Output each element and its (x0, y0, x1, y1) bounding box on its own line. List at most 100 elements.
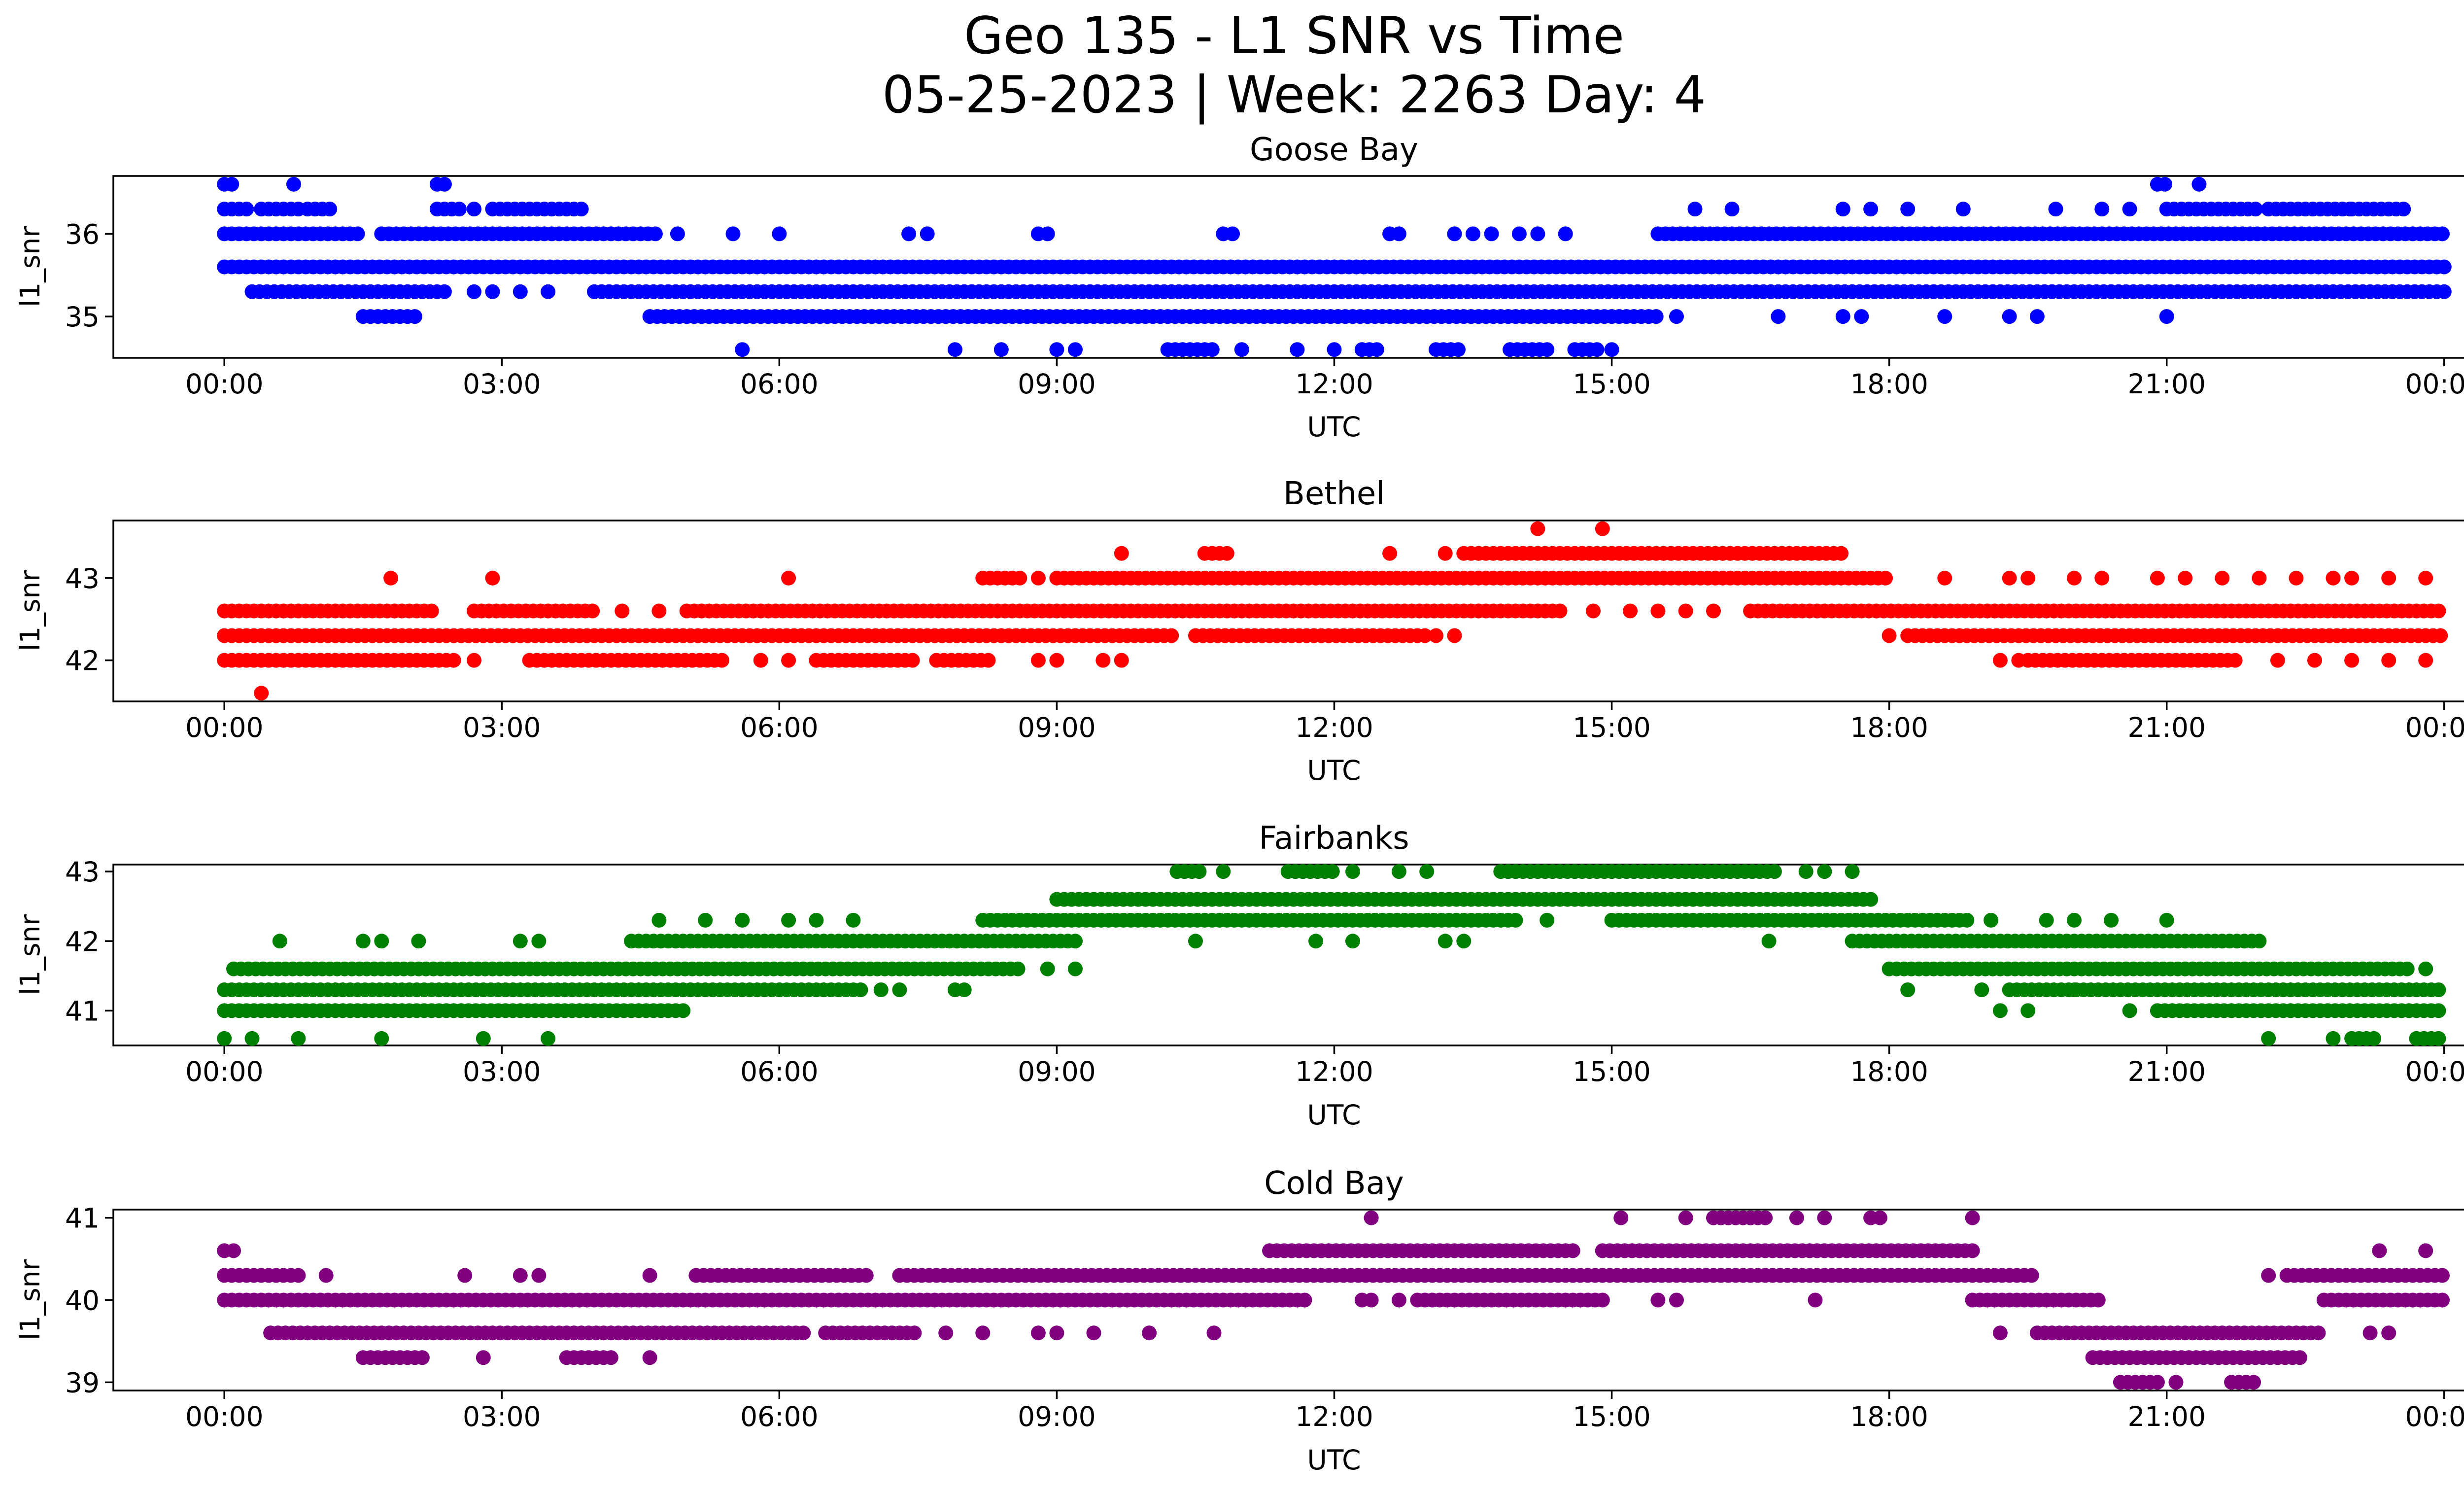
scatter-point (2252, 934, 2267, 949)
scatter-point (2067, 912, 2082, 928)
scatter-point (1854, 309, 1869, 324)
x-tick-label: 18:00 (1850, 712, 1928, 743)
scatter-point (2436, 284, 2452, 299)
scatter-point (2002, 570, 2017, 586)
scatter-point (2418, 570, 2433, 586)
scatter-point (1808, 1292, 1823, 1308)
scatter-point (467, 202, 481, 217)
x-tick-label: 03:00 (463, 712, 541, 743)
scatter-point (2289, 570, 2304, 586)
scatter-points (217, 864, 2446, 1046)
scatter-point (2248, 202, 2263, 217)
scatter-point (1678, 1210, 1693, 1225)
x-axis-ticks: 00:00 03:00 06:00 09:00 12:00 15:00 18:00 21:00… (185, 358, 2464, 400)
x-tick-label: 12:00 (1295, 368, 1373, 400)
scatter-point (467, 653, 481, 668)
scatter-point (715, 653, 729, 668)
panel-bethel: 00:00 03:00 06:00 09:00 12:00 15:00 18:00 21:00… (14, 476, 2464, 786)
scatter-point (1451, 342, 1466, 357)
scatter-point (1878, 570, 1893, 586)
x-tick-label: 09:00 (1018, 368, 1096, 400)
scatter-point (892, 982, 907, 998)
x-tick-label: 00:00 (2405, 1056, 2464, 1087)
x-tick-label: 03:00 (463, 368, 541, 400)
scatter-point (948, 342, 962, 357)
scatter-point (642, 1268, 657, 1283)
scatter-point (1530, 521, 1545, 536)
scatter-point (1835, 309, 1850, 324)
scatter-point (1325, 864, 1340, 879)
scatter-point (1900, 982, 1916, 998)
scatter-point (1706, 603, 1721, 619)
scatter-point (1142, 1325, 1157, 1341)
scatter-point (2002, 309, 2017, 324)
scatter-point (753, 653, 768, 668)
scatter-point (239, 202, 254, 217)
scatter-point (2024, 1268, 2039, 1283)
scatter-point (2270, 653, 2285, 668)
scatter-point (1308, 934, 1323, 949)
scatter-point (1540, 342, 1555, 357)
scatter-point (781, 570, 796, 586)
scatter-point (1586, 603, 1601, 619)
scatter-point (1595, 521, 1610, 536)
scatter-point (1789, 1210, 1804, 1225)
scatter-point (1863, 892, 1879, 907)
scatter-point (2344, 570, 2360, 586)
scatter-point (541, 1031, 556, 1046)
scatter-point (2227, 653, 2243, 668)
panel-cold-bay: 00:00 03:00 06:00 09:00 12:00 15:00 18:00 21:00… (14, 1165, 2464, 1476)
scatter-point (1669, 309, 1684, 324)
scatter-point (585, 603, 600, 619)
panel-title: Cold Bay (1264, 1165, 1404, 1202)
scatter-point (2252, 570, 2267, 586)
scatter-point (1872, 1210, 1887, 1225)
scatter-point (374, 934, 389, 949)
scatter-point (1678, 603, 1693, 619)
scatter-point (1049, 653, 1064, 668)
scatter-point (1204, 342, 1220, 357)
scatter-point (2372, 1243, 2387, 1258)
scatter-point (1040, 226, 1055, 242)
x-tick-label: 03:00 (463, 1401, 541, 1432)
scatter-point (2104, 912, 2119, 928)
scatter-point (2418, 961, 2433, 976)
y-tick-label: 43 (65, 856, 100, 888)
scatter-point (2381, 1325, 2396, 1341)
scatter-point (1369, 342, 1384, 357)
panel-title: Goose Bay (1250, 132, 1418, 168)
y-axis-ticks: 35 36 (65, 218, 113, 333)
x-tick-label: 09:00 (1018, 1056, 1096, 1087)
scatter-point (1114, 546, 1129, 561)
y-tick-label: 41 (65, 995, 100, 1027)
scatter-point (1114, 653, 1129, 668)
scatter-point (676, 1003, 691, 1018)
scatter-point (1863, 202, 1879, 217)
scatter-point (254, 686, 269, 701)
scatter-point (1965, 1243, 1980, 1258)
scatter-point (1364, 1292, 1379, 1308)
scatter-point (1992, 1325, 2008, 1341)
x-tick-label: 06:00 (740, 1401, 819, 1432)
scatter-point (1040, 961, 1055, 976)
scatter-point (796, 1325, 811, 1341)
scatter-point (781, 653, 796, 668)
scatter-point (411, 934, 426, 949)
scatter-point (2020, 570, 2036, 586)
scatter-point (291, 1268, 306, 1283)
scatter-point (414, 1350, 430, 1365)
scatter-point (1345, 864, 1360, 879)
scatter-point (1164, 628, 1179, 643)
scatter-point (2431, 603, 2446, 619)
scatter-point (1012, 570, 1027, 586)
scatter-point (809, 912, 824, 928)
scatter-point (1030, 653, 1046, 668)
scatter-point (1992, 653, 2008, 668)
scatter-point (2418, 1243, 2433, 1258)
scatter-point (1086, 1325, 1101, 1341)
scatter-point (670, 226, 685, 242)
scatter-point (467, 284, 481, 299)
scatter-point (2344, 653, 2360, 668)
scatter-point (2029, 309, 2045, 324)
scatter-point (1391, 1292, 1406, 1308)
